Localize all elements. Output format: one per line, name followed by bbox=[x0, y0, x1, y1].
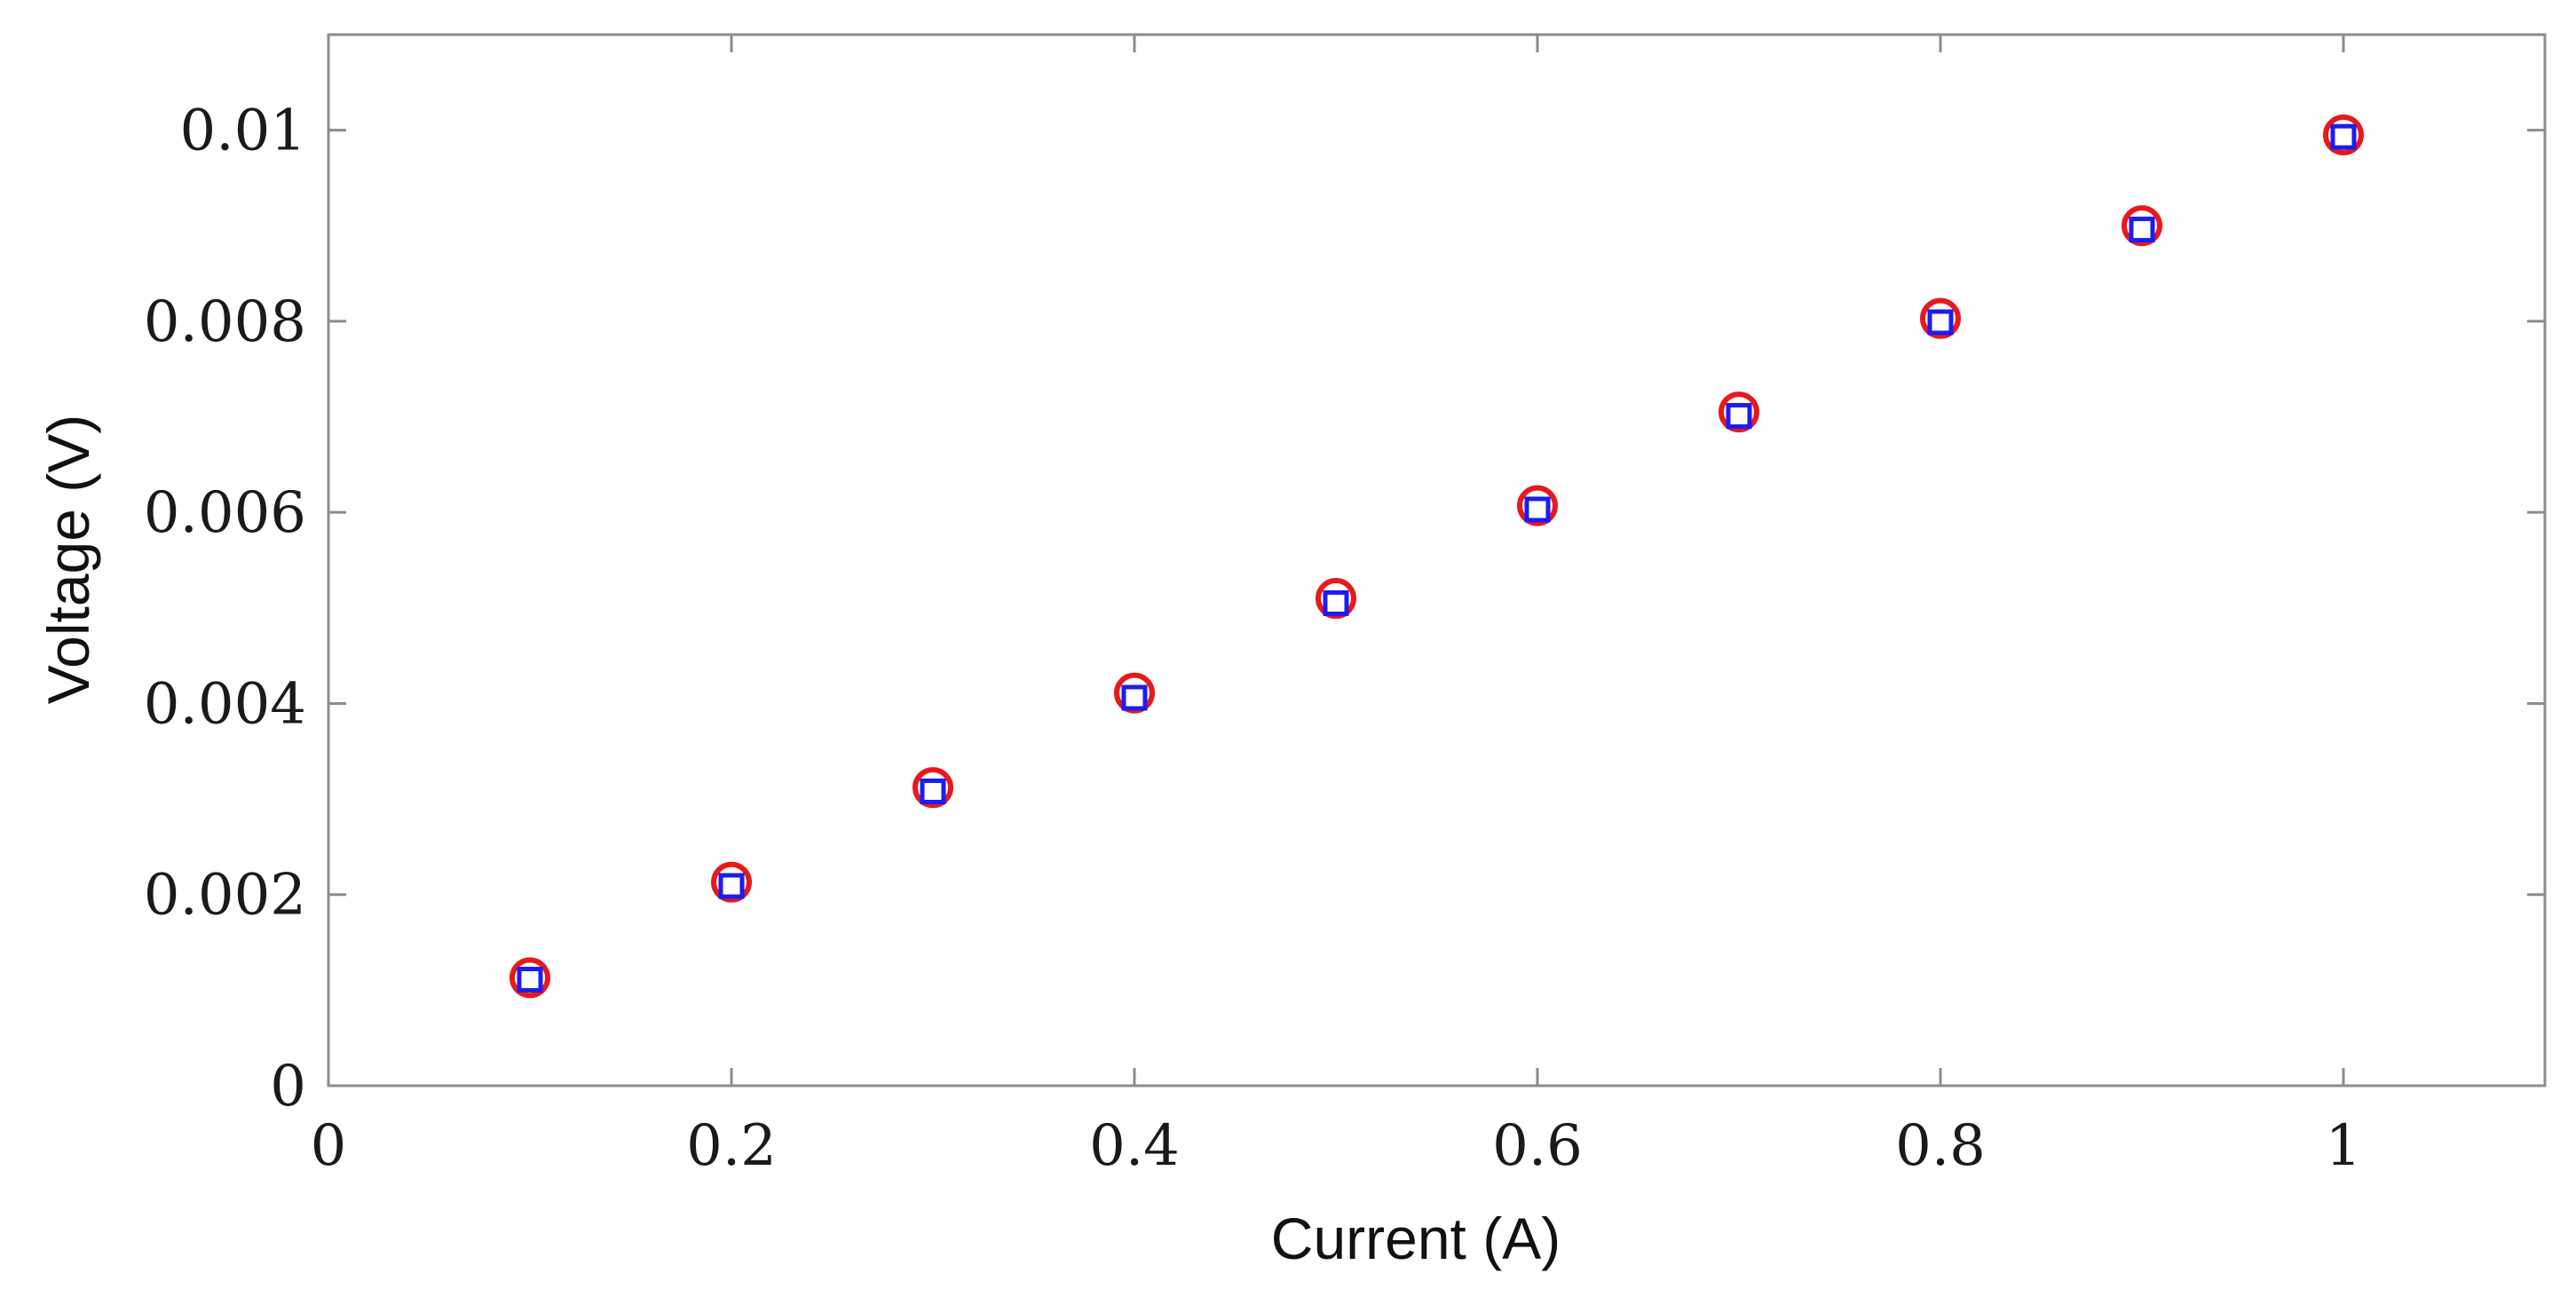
y-tick-label: 0.008 bbox=[144, 289, 306, 355]
y-tick-label: 0.01 bbox=[180, 99, 307, 164]
x-tick-label: 0.2 bbox=[686, 1113, 777, 1179]
square-marker bbox=[2129, 217, 2155, 243]
square-marker bbox=[2330, 123, 2357, 150]
square-marker bbox=[517, 967, 543, 993]
square-marker bbox=[1524, 496, 1551, 523]
y-tick-labels: 0 0.002 0.004 0.006 0.008 0.01 bbox=[144, 99, 306, 1119]
y-axis-title: Voltage (V) bbox=[36, 415, 101, 705]
x-tick-label: 0.8 bbox=[1895, 1113, 1986, 1179]
square-marker bbox=[1726, 402, 1752, 429]
plot-frame bbox=[327, 33, 2547, 1087]
square-marker bbox=[1927, 309, 1954, 336]
square-marker bbox=[1323, 589, 1349, 616]
x-tick-labels: 0 0.2 0.4 0.6 0.8 1 bbox=[311, 1113, 2362, 1179]
x-tick-label: 0 bbox=[311, 1113, 347, 1179]
x-axis-title: Current (A) bbox=[1271, 1206, 1561, 1271]
square-marker bbox=[718, 873, 745, 899]
axis-ticks bbox=[327, 35, 2545, 1087]
x-tick-label: 0.4 bbox=[1089, 1113, 1180, 1179]
y-tick-label: 0.002 bbox=[144, 863, 306, 929]
y-tick-label: 0 bbox=[270, 1054, 306, 1119]
square-marker bbox=[920, 778, 946, 804]
x-tick-label: 0.6 bbox=[1492, 1113, 1583, 1179]
x-tick-label: 1 bbox=[2326, 1113, 2362, 1179]
data-markers bbox=[510, 115, 2364, 999]
y-tick-label: 0.004 bbox=[144, 671, 306, 737]
y-tick-label: 0.006 bbox=[144, 480, 306, 546]
square-marker bbox=[1121, 684, 1148, 711]
